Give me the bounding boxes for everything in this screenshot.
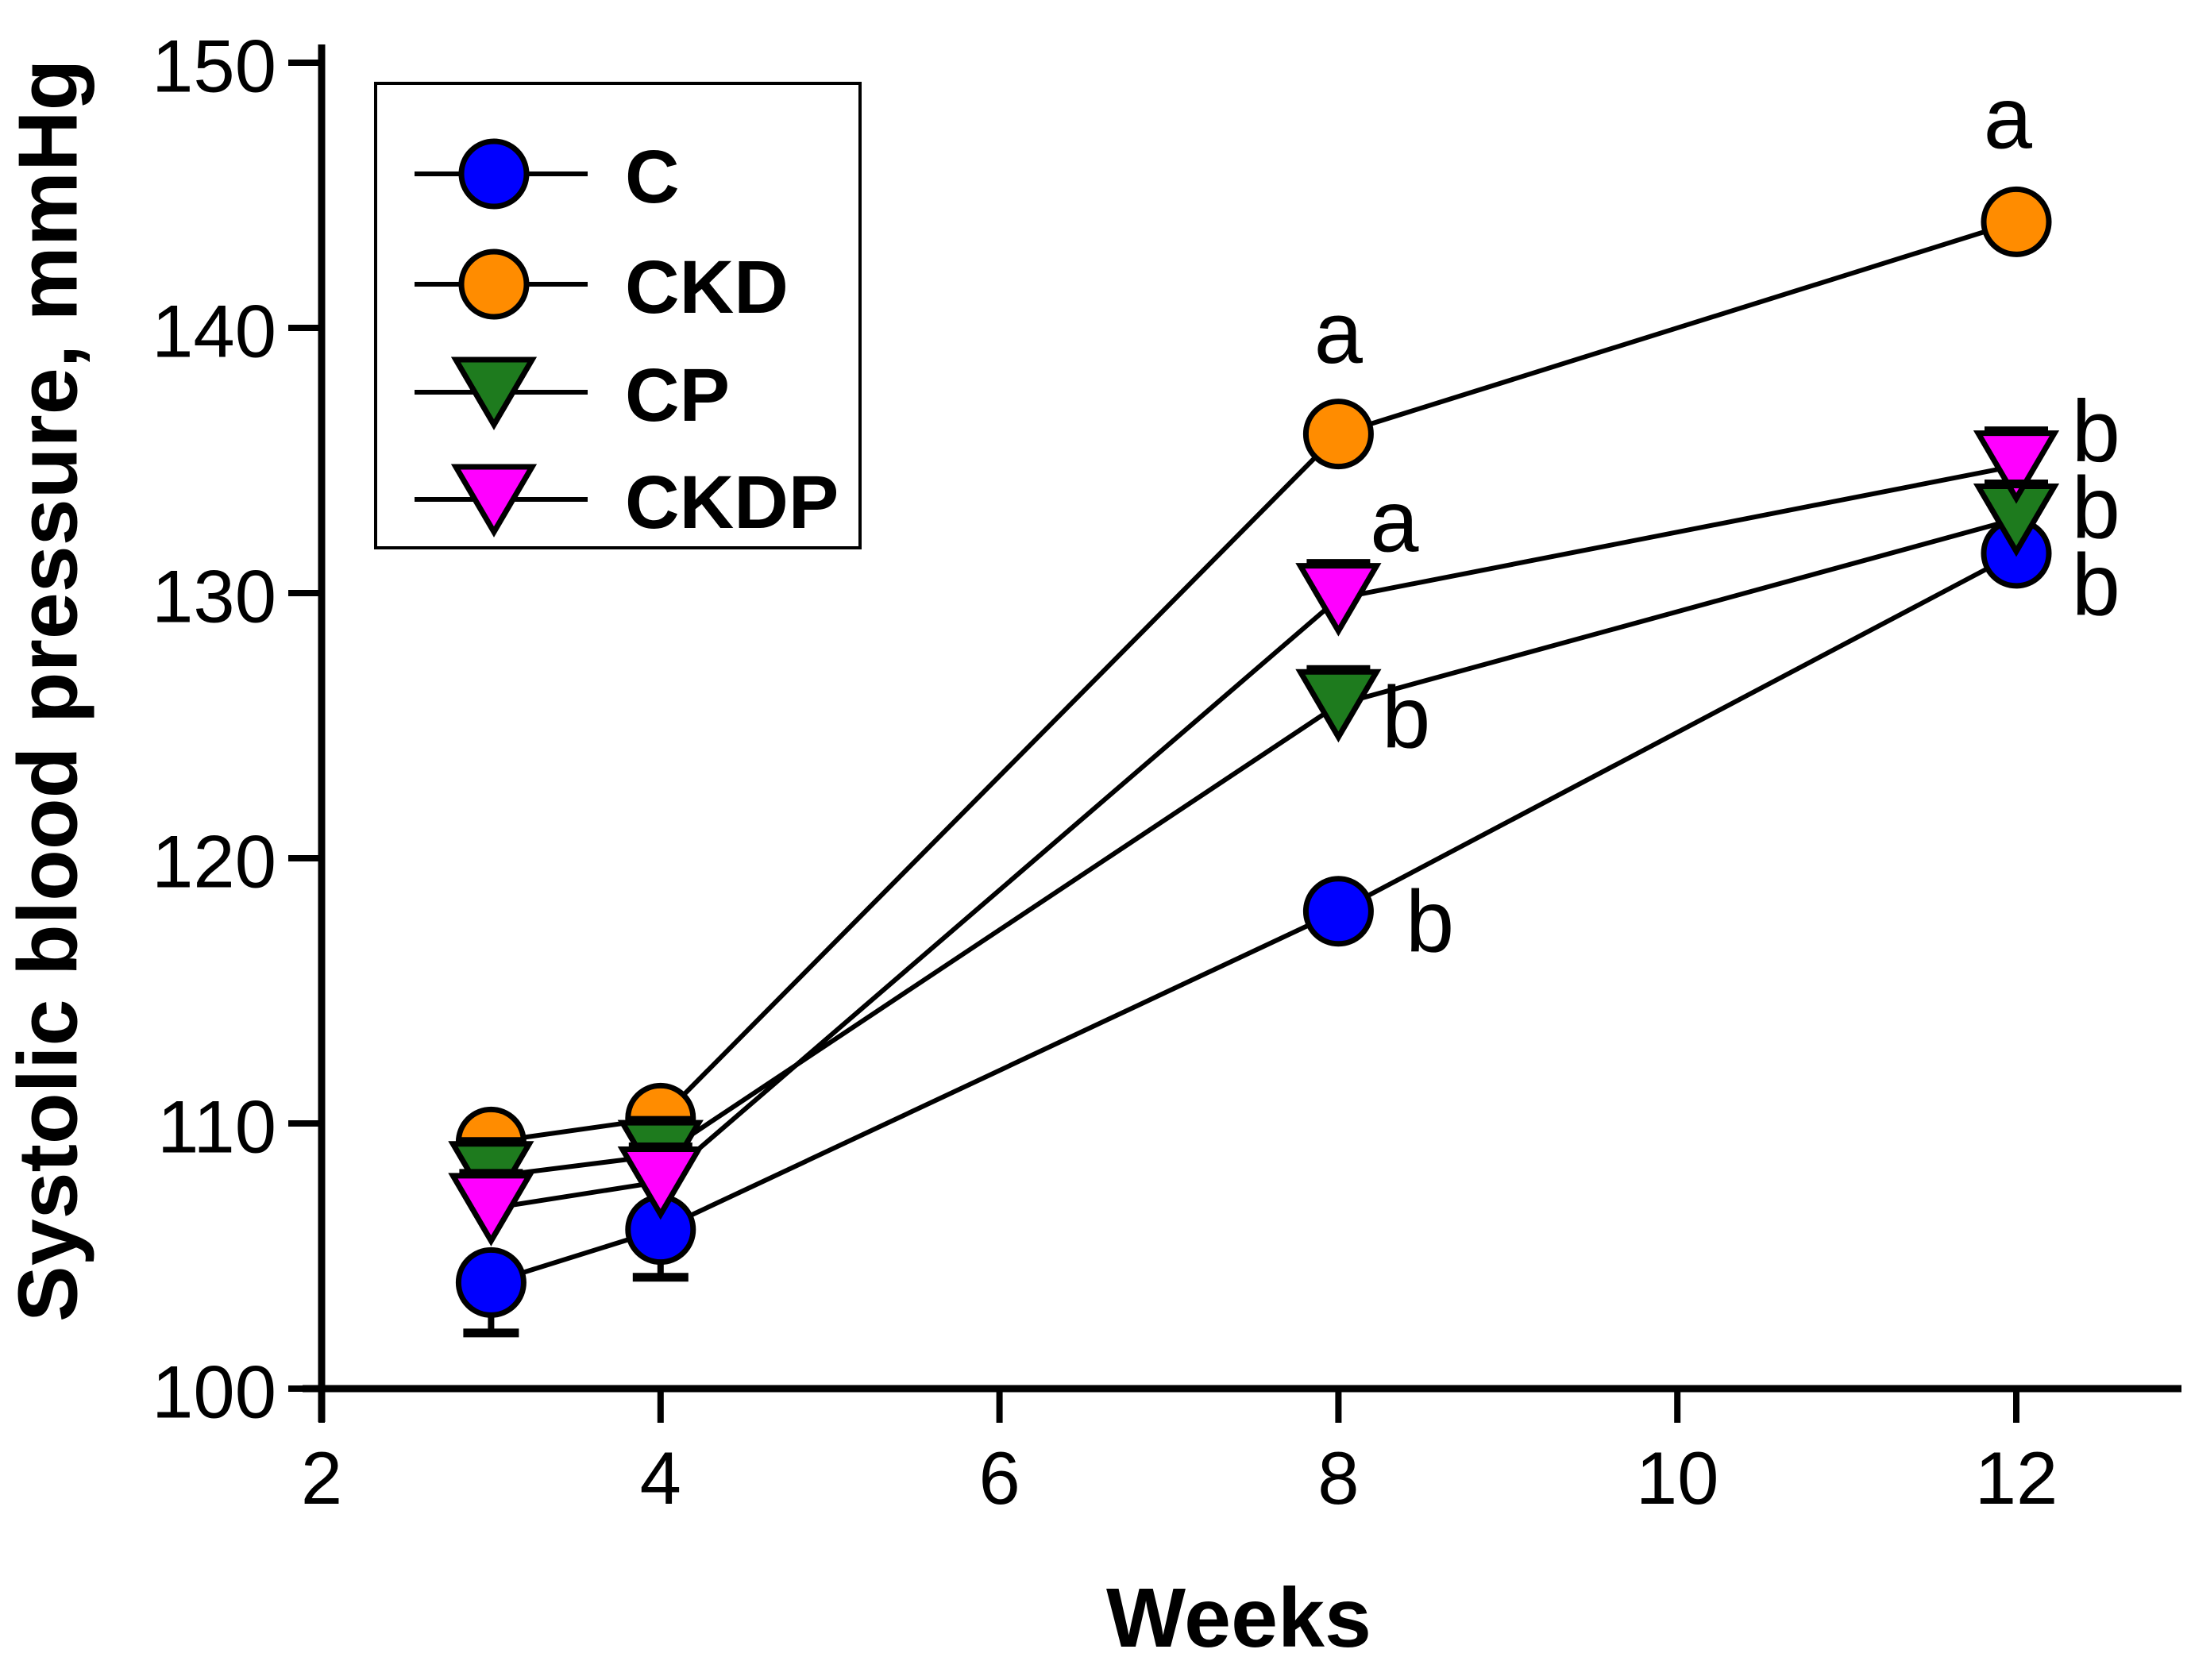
y-tick-label: 130 xyxy=(152,555,276,638)
significance-label: b xyxy=(2072,460,2120,557)
x-tick-label: 4 xyxy=(640,1436,681,1520)
data-point-CKD-week12 xyxy=(1981,186,2052,257)
legend-label-CP: CP xyxy=(625,353,730,437)
data-point-CP-week8 xyxy=(1295,669,1382,743)
x-axis-title: Weeks xyxy=(1106,1571,1371,1665)
series-line-CKDP xyxy=(490,463,2017,1211)
x-tick-label: 6 xyxy=(978,1436,1020,1520)
significance-label: b xyxy=(1406,873,1454,971)
legend-marker-CKD xyxy=(458,249,530,320)
series-line-C xyxy=(490,551,2018,1285)
legend-label-CKD: CKD xyxy=(625,245,789,329)
y-tick-label: 140 xyxy=(152,290,276,373)
x-tick-label: 8 xyxy=(1317,1436,1359,1520)
data-point-CKD-week8 xyxy=(1302,399,1374,470)
significance-label: b xyxy=(1382,669,1430,766)
data-point-C-week8 xyxy=(1302,876,1374,947)
x-tick-label: 10 xyxy=(1636,1436,1719,1520)
data-point-CKDP-week3 xyxy=(448,1173,534,1247)
significance-label: b xyxy=(2072,383,2120,480)
legend-marker-C xyxy=(458,138,530,210)
significance-label: a xyxy=(1984,70,2033,168)
legend-label-CKDP: CKDP xyxy=(625,460,839,545)
series-line-CP xyxy=(491,516,2017,1179)
significance-label: a xyxy=(1370,472,1419,570)
legend-marker-CP xyxy=(450,356,538,430)
x-tick-label: 2 xyxy=(301,1436,342,1520)
legend-label-C: C xyxy=(625,135,680,219)
significance-label: a xyxy=(1314,284,1364,382)
legend-marker-CKDP xyxy=(450,464,538,538)
legend-box xyxy=(374,82,862,549)
significance-label: b xyxy=(2072,536,2120,634)
y-tick-label: 110 xyxy=(157,1085,276,1169)
y-tick-label: 120 xyxy=(152,820,276,904)
data-point-C-week3 xyxy=(455,1247,527,1318)
y-tick-label: 100 xyxy=(152,1351,276,1434)
series-line-CKD xyxy=(490,219,2017,1145)
y-axis-title: Systolic blood pressure, mmHg xyxy=(1,59,95,1323)
x-tick-label: 12 xyxy=(1975,1436,2058,1520)
data-point-CKDP-week4 xyxy=(617,1146,704,1220)
y-tick-label: 150 xyxy=(152,25,276,108)
